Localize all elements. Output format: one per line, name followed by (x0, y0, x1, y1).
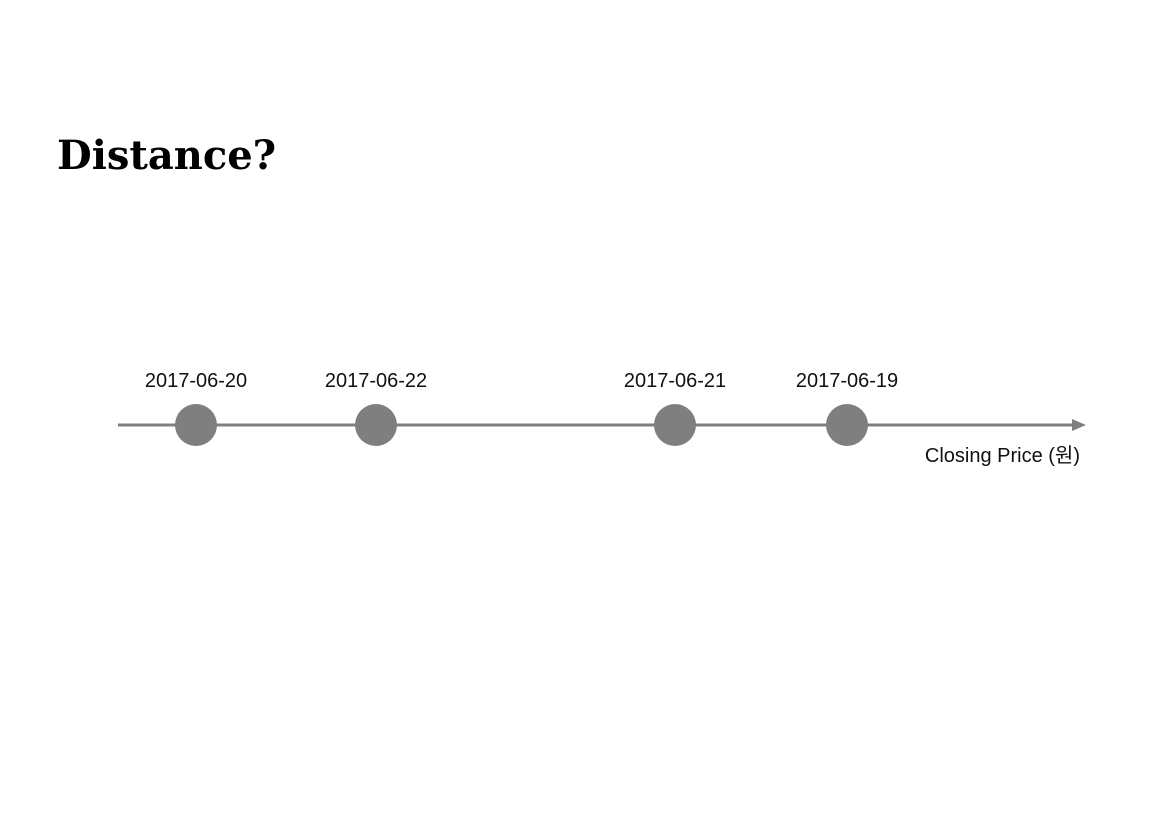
data-point-group: 2017-06-22 (325, 370, 427, 446)
points-layer: 2017-06-20 2017-06-22 2017-06-21 2017-06-19 (145, 370, 898, 446)
axis-group: Closing Price (원) (118, 419, 1086, 467)
data-point-label: 2017-06-22 (325, 370, 427, 392)
data-point (355, 404, 397, 446)
data-point-label: 2017-06-20 (145, 370, 247, 392)
data-point-group: 2017-06-20 (145, 370, 247, 446)
x-axis-label: Closing Price (원) (925, 444, 1080, 467)
data-point-label: 2017-06-21 (624, 370, 726, 392)
page-title: Distance? (57, 132, 277, 179)
data-point-label: 2017-06-19 (796, 370, 898, 392)
data-point (826, 404, 868, 446)
data-point-group: 2017-06-21 (624, 370, 726, 446)
data-point-group: 2017-06-19 (796, 370, 898, 446)
data-point (175, 404, 217, 446)
data-point (654, 404, 696, 446)
x-axis-arrow-icon (1072, 419, 1086, 431)
